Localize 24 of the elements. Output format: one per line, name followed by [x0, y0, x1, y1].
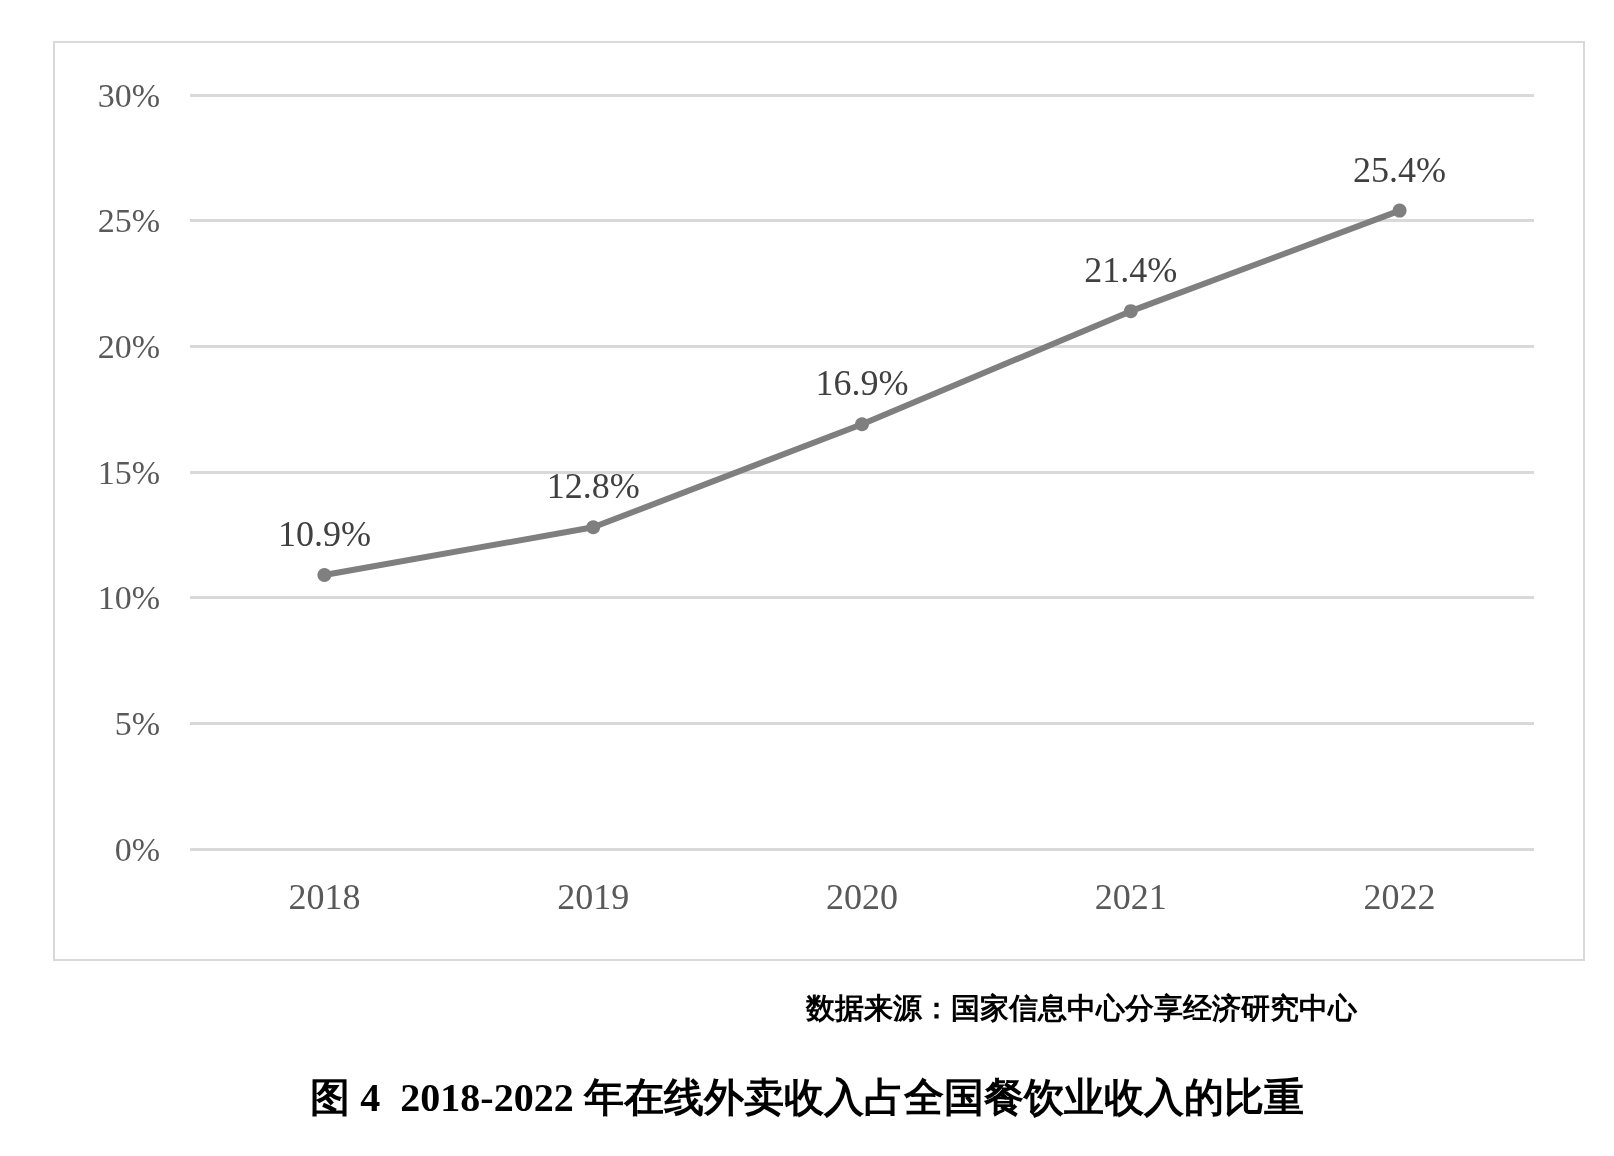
data-label: 10.9%	[277, 514, 371, 555]
point	[586, 520, 601, 535]
data-label: 12.8%	[546, 466, 640, 507]
y-tick-label: 30%	[97, 76, 160, 114]
y-tick-label: 5%	[114, 704, 160, 742]
data-label: 16.9%	[815, 363, 909, 404]
x-tick-label: 2020	[826, 877, 898, 917]
point	[317, 568, 332, 583]
x-tick-label: 2022	[1363, 877, 1436, 917]
y-tick-label: 10%	[97, 579, 160, 617]
point	[1123, 304, 1138, 319]
y-tick-label: 15%	[97, 453, 160, 491]
x-tick-label: 2018	[288, 877, 361, 917]
y-tick-label: 25%	[97, 202, 160, 240]
point	[1392, 203, 1407, 218]
x-tick-label: 2019	[557, 877, 630, 917]
data-label: 21.4%	[1084, 250, 1178, 291]
x-tick-label: 2021	[1094, 877, 1167, 917]
data-label: 25.4%	[1353, 149, 1447, 190]
source-note: 数据来源：国家信息中心分享经济研究中心	[805, 991, 1358, 1024]
y-tick-label: 0%	[114, 830, 160, 868]
point	[855, 417, 869, 432]
text: 图 4 2018-2022 年在线外卖收入占全国餐饮业收入的比重	[310, 1074, 1304, 1120]
y-tick-label: 20%	[97, 327, 160, 365]
